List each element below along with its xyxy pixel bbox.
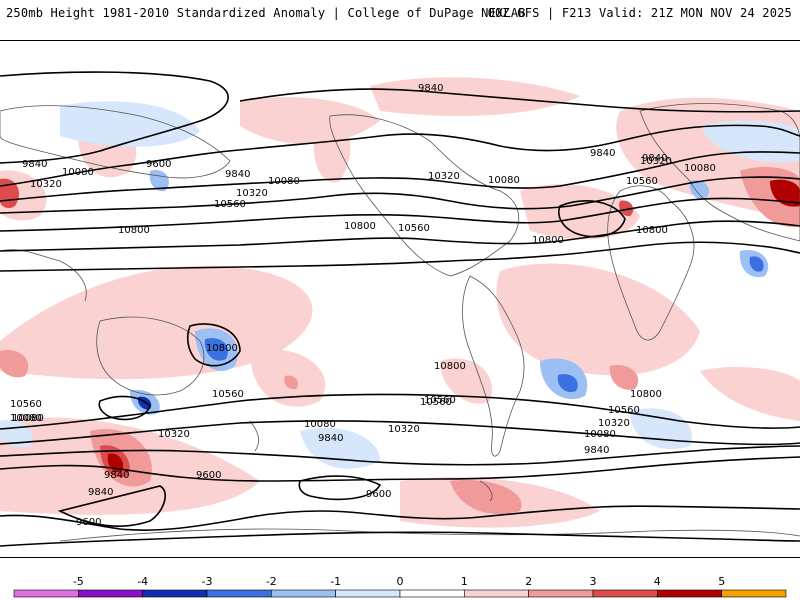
colorbar-swatch: [721, 589, 787, 598]
anomaly-shading: [0, 77, 800, 528]
map-title: 250mb Height 1981-2010 Standardized Anom…: [6, 6, 526, 20]
contour-label: 9600: [76, 517, 101, 528]
colorbar-swatch: [270, 589, 336, 598]
contour-label: 9840: [225, 169, 250, 180]
coastlines: [0, 103, 800, 542]
contour-label: 10560: [398, 223, 430, 234]
colorbar-swatch: [463, 589, 529, 598]
contour-label: 9600: [146, 159, 171, 170]
contour-label: 10080: [584, 429, 616, 440]
strong-pos-anomaly: [284, 375, 299, 390]
height-contours: [0, 71, 800, 547]
extreme-pos-anomaly: [770, 179, 800, 207]
colorbar-tick-label: -5: [73, 575, 84, 588]
contour-label: 10080: [304, 419, 336, 430]
colorbar-swatch: [528, 589, 594, 598]
colorbar-tick-label: 1: [461, 575, 468, 588]
colorbar-swatch: [78, 589, 143, 598]
contour-label: 9840: [584, 445, 609, 456]
colorbar-swatch: [142, 589, 208, 598]
anomaly-map: 9840 9840 9840 9840 9600 10080 10080 103…: [0, 40, 800, 558]
map-canvas: 9840 9840 9840 9840 9600 10080 10080 103…: [0, 71, 800, 547]
colorbar-tick-label: -4: [137, 575, 148, 588]
strong-neg-anomaly: [557, 374, 578, 393]
contour-label: 10560: [626, 176, 658, 187]
colorbar-tick-label: 0: [397, 575, 404, 588]
contour-label: 10560: [212, 389, 244, 400]
contour-label: 10320: [236, 188, 268, 199]
contour-label: 10080: [488, 175, 520, 186]
pos-anomaly-area: [370, 77, 580, 116]
contour-label: 10800: [344, 221, 376, 232]
contour-labels: 9840 9840 9840 9840 9600 10080 10080 103…: [10, 83, 716, 528]
colorbar-tick-label: -2: [266, 575, 277, 588]
contour-label: 10560: [420, 397, 452, 408]
colorbar-tick-label: 5: [718, 575, 725, 588]
strong-pos-anomaly: [609, 365, 639, 390]
strong-neg-anomaly: [204, 338, 228, 361]
contour-label: 10800: [630, 389, 662, 400]
colorbar-ticks: -5 -4 -3 -2 -1 0 1 2 3 4 5: [73, 575, 725, 588]
colorbar-tick-label: 4: [654, 575, 661, 588]
pos-anomaly-area: [496, 263, 700, 376]
contour-label: 10080: [10, 413, 42, 424]
pos-anomaly-area: [313, 119, 351, 183]
contour-label: 10080: [684, 163, 716, 174]
contour-label: 9600: [196, 470, 221, 481]
contour-label: 10320: [640, 156, 672, 167]
pos-anomaly-area: [440, 358, 492, 404]
contour-label: 9840: [590, 148, 615, 159]
neg-anomaly-area: [689, 180, 710, 200]
strong-pos-anomaly: [450, 480, 522, 514]
colorbar-swatch: [13, 589, 79, 598]
contour-label: 9840: [22, 159, 47, 170]
colorbar-swatch: [399, 589, 465, 598]
colorbar-tick-label: 2: [525, 575, 532, 588]
contour-label: 10800: [118, 225, 150, 236]
pos-anomaly-area: [700, 366, 800, 421]
contour-label: 10800: [532, 235, 564, 246]
contour-label: 10320: [158, 429, 190, 440]
neg-anomaly-area: [60, 101, 200, 147]
contour-label: 9840: [318, 433, 343, 444]
colorbar-tick-label: -1: [330, 575, 341, 588]
colorbar-tick-label: 3: [590, 575, 597, 588]
contour-label: 10800: [206, 343, 238, 354]
contour-label: 9840: [418, 83, 443, 94]
contour-label: 10800: [434, 361, 466, 372]
contour-label: 9600: [366, 489, 391, 500]
contour-label: 10560: [608, 405, 640, 416]
anomaly-colorbar: -5 -4 -3 -2 -1 0 1 2 3 4 5: [13, 575, 787, 598]
contour-label: 10080: [62, 167, 94, 178]
contour-label: 9840: [88, 487, 113, 498]
contour-label: 10560: [424, 395, 456, 406]
colorbar-swatches: [13, 589, 787, 598]
contour-label: 10320: [30, 179, 62, 190]
contour-label: 10320: [598, 418, 630, 429]
colorbar-swatch: [335, 589, 401, 598]
contour-label: 10080: [268, 176, 300, 187]
colorbar-tick-label: -3: [202, 575, 213, 588]
contour-label: 10320: [388, 424, 420, 435]
colorbar-swatch: [656, 589, 722, 598]
contour-label: 10080: [12, 413, 44, 424]
contour-label: 10800: [636, 225, 668, 236]
contour-label: 10320: [428, 171, 460, 182]
contour-label: 10560: [214, 199, 246, 210]
contour-label: 9840: [642, 153, 667, 164]
colorbar-swatch: [592, 589, 658, 598]
colorbar-swatch: [206, 589, 272, 598]
pos-anomaly-area: [240, 97, 380, 145]
model-run-info: 00Z GFS | F213 Valid: 21Z MON NOV 24 202…: [487, 6, 792, 20]
strong-neg-anomaly: [749, 256, 764, 272]
strong-pos-anomaly: [619, 200, 634, 217]
contour-label: 9840: [104, 470, 129, 481]
contour-label: 10560: [10, 399, 42, 410]
strong-pos-anomaly: [0, 350, 29, 378]
